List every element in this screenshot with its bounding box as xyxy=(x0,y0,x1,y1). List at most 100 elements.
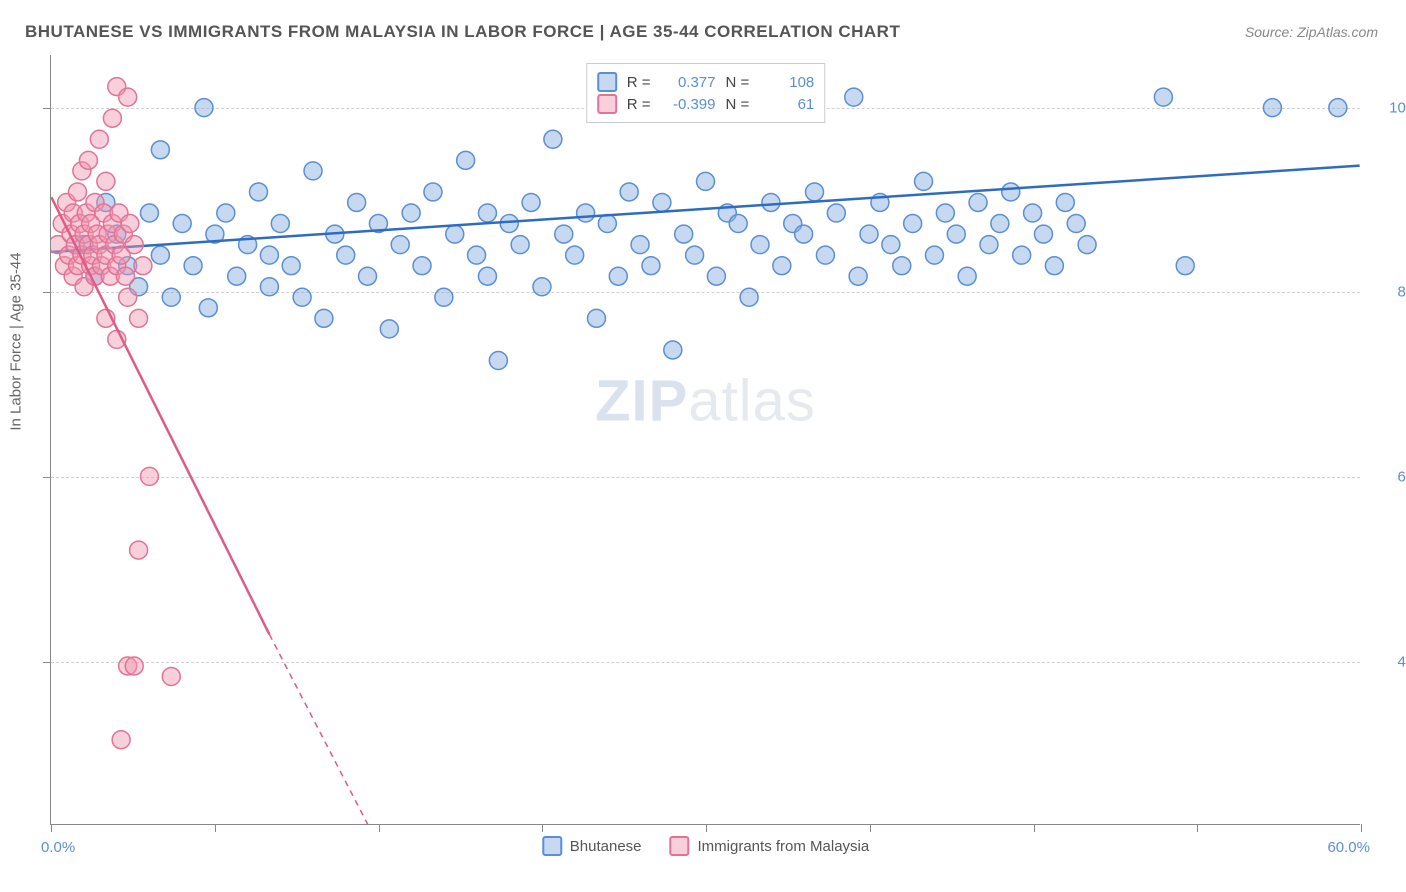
data-point xyxy=(315,309,333,327)
r-label: R = xyxy=(627,96,651,113)
n-label: N = xyxy=(726,74,750,91)
data-point xyxy=(217,204,235,222)
data-point xyxy=(337,246,355,264)
y-tick-label: 47.5% xyxy=(1370,653,1406,670)
data-point xyxy=(740,288,758,306)
data-point xyxy=(904,215,922,233)
data-point xyxy=(199,299,217,317)
data-point xyxy=(1056,193,1074,211)
data-point xyxy=(1045,257,1063,275)
data-point xyxy=(162,288,180,306)
x-tick xyxy=(51,824,52,832)
data-point xyxy=(457,151,475,169)
n-value-1: 61 xyxy=(759,96,814,113)
legend-row-series-1: R = -0.399 N = 61 xyxy=(597,94,815,114)
data-point xyxy=(402,204,420,222)
data-point xyxy=(271,215,289,233)
data-point xyxy=(304,162,322,180)
chart-title: BHUTANESE VS IMMIGRANTS FROM MALAYSIA IN… xyxy=(25,22,900,42)
n-value-0: 108 xyxy=(759,74,814,91)
data-point xyxy=(544,130,562,148)
x-tick xyxy=(1034,824,1035,832)
data-point xyxy=(773,257,791,275)
correlation-legend: R = 0.377 N = 108 R = -0.399 N = 61 xyxy=(586,63,826,123)
data-point xyxy=(511,236,529,254)
legend-swatch-0 xyxy=(597,72,617,92)
data-point xyxy=(228,267,246,285)
data-point xyxy=(90,130,108,148)
legend-item-1: Immigrants from Malaysia xyxy=(670,836,870,856)
legend-item-0: Bhutanese xyxy=(542,836,642,856)
y-tick-label: 100.0% xyxy=(1370,99,1406,116)
data-point xyxy=(751,236,769,254)
data-point xyxy=(391,236,409,254)
r-value-0: 0.377 xyxy=(661,74,716,91)
data-point xyxy=(116,267,134,285)
data-point xyxy=(882,236,900,254)
data-point xyxy=(348,193,366,211)
data-point xyxy=(97,172,115,190)
legend-label-0: Bhutanese xyxy=(570,838,642,855)
data-point xyxy=(112,731,130,749)
data-point xyxy=(103,109,121,127)
data-point xyxy=(162,668,180,686)
data-point xyxy=(359,267,377,285)
data-point xyxy=(79,151,97,169)
data-point xyxy=(915,172,933,190)
data-point xyxy=(762,193,780,211)
legend-swatch-1 xyxy=(597,94,617,114)
data-point xyxy=(380,320,398,338)
data-point xyxy=(119,88,137,106)
data-point xyxy=(598,215,616,233)
data-point xyxy=(707,267,725,285)
data-point xyxy=(413,257,431,275)
y-tick xyxy=(43,108,51,109)
data-point xyxy=(468,246,486,264)
data-point xyxy=(686,246,704,264)
data-point xyxy=(806,183,824,201)
source-attribution: Source: ZipAtlas.com xyxy=(1245,24,1378,40)
data-point xyxy=(795,225,813,243)
data-point xyxy=(577,204,595,222)
x-tick xyxy=(379,824,380,832)
data-point xyxy=(533,278,551,296)
data-point xyxy=(1176,257,1194,275)
legend-swatch-bottom-1 xyxy=(670,836,690,856)
data-point xyxy=(478,204,496,222)
data-point xyxy=(424,183,442,201)
data-point xyxy=(1034,225,1052,243)
data-point xyxy=(566,246,584,264)
data-point xyxy=(489,352,507,370)
legend-label-1: Immigrants from Malaysia xyxy=(698,838,870,855)
data-point xyxy=(1024,204,1042,222)
data-point xyxy=(522,193,540,211)
legend-swatch-bottom-0 xyxy=(542,836,562,856)
data-point xyxy=(664,341,682,359)
data-point xyxy=(184,257,202,275)
series-legend: Bhutanese Immigrants from Malaysia xyxy=(542,836,869,856)
data-point xyxy=(947,225,965,243)
data-point xyxy=(816,246,834,264)
y-tick-label: 82.5% xyxy=(1370,284,1406,301)
x-axis-min-label: 0.0% xyxy=(41,839,75,856)
data-point xyxy=(1329,99,1347,117)
data-point xyxy=(260,278,278,296)
x-tick xyxy=(542,824,543,832)
y-tick-label: 65.0% xyxy=(1370,468,1406,485)
n-label: N = xyxy=(726,96,750,113)
y-axis-title: In Labor Force | Age 35-44 xyxy=(8,252,25,430)
data-point xyxy=(69,183,87,201)
x-axis-max-label: 60.0% xyxy=(1327,839,1370,856)
r-value-1: -0.399 xyxy=(661,96,716,113)
chart-plot-area: In Labor Force | Age 35-44 ZIPatlas R = … xyxy=(50,55,1360,825)
data-point xyxy=(478,267,496,285)
data-point xyxy=(958,267,976,285)
x-tick xyxy=(1361,824,1362,832)
r-label: R = xyxy=(627,74,651,91)
data-point xyxy=(1013,246,1031,264)
data-point xyxy=(587,309,605,327)
data-point xyxy=(125,236,143,254)
data-point xyxy=(729,215,747,233)
data-point xyxy=(980,236,998,254)
data-point xyxy=(620,183,638,201)
